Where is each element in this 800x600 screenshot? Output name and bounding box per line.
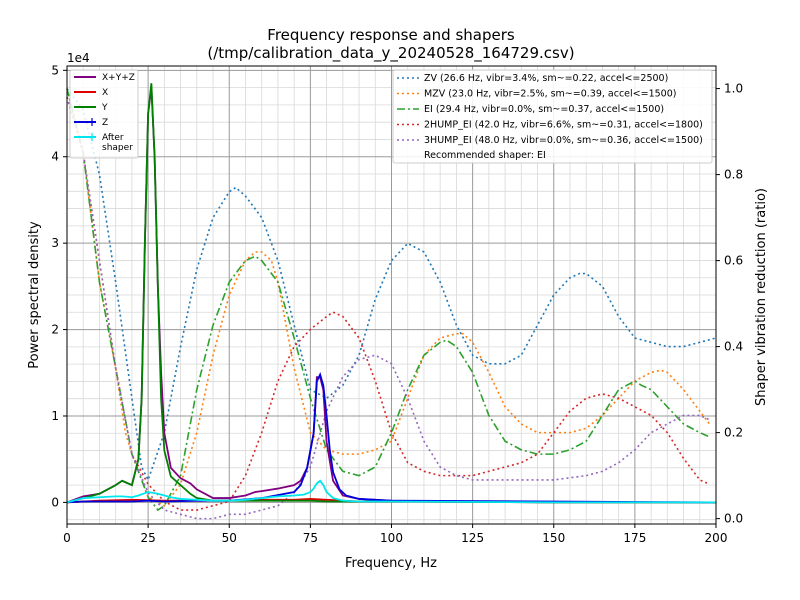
legend-label: ZV (26.6 Hz, vibr=3.4%, sm~=0.22, accel<…: [424, 73, 668, 84]
y-tick-label: 1: [51, 409, 59, 423]
shaper-line-3hump-ei: [66, 96, 710, 520]
chart-subtitle: (/tmp/calibration_data_y_20240528_164729…: [207, 44, 574, 63]
y2-tick-label: 0.4: [724, 340, 743, 354]
x-tick-label: 100: [380, 531, 403, 545]
psd-line-z: [66, 371, 717, 504]
chart-title: Frequency response and shapers: [267, 26, 515, 44]
legend-label: X+Y+Z: [102, 73, 135, 83]
y-tick-label: 3: [51, 236, 59, 250]
psd-line-y: [66, 83, 716, 504]
y2-tick-label: 0.2: [724, 426, 743, 440]
x-tick-label: 25: [140, 531, 155, 545]
y2-tick-label: 0.6: [724, 254, 743, 268]
shaper-line-ei: [66, 88, 710, 512]
y-tick-label: 2: [51, 323, 59, 337]
x-tick-label: 0: [63, 531, 71, 545]
legend-label: After: [102, 133, 124, 143]
legend-label: Z: [102, 118, 108, 128]
y-exponent-label: 1e4: [67, 51, 90, 65]
legend-label: 2HUMP_EI (42.0 Hz, vibr=6.6%, sm~=0.31, …: [424, 120, 703, 131]
x-tick-label: 175: [623, 531, 646, 545]
legend-label: Y: [101, 103, 108, 113]
x-axis-label: Frequency, Hz: [345, 556, 437, 571]
y-axis-label: Power spectral density: [27, 221, 42, 369]
y2-tick-label: 0.8: [724, 168, 743, 182]
x-tick-label: 125: [461, 531, 484, 545]
x-tick-label: 50: [222, 531, 237, 545]
legend-label: MZV (23.0 Hz, vibr=2.5%, sm~=0.39, accel…: [424, 89, 676, 100]
y-tick-label: 4: [51, 150, 59, 164]
legend-label: shaper: [102, 143, 133, 153]
shaper-line-zv: [66, 88, 717, 482]
y2-tick-label: 1.0: [724, 82, 743, 96]
y-tick-label: 0: [51, 495, 59, 509]
shaper-line-mzv: [66, 88, 711, 507]
shaper-line-2hump-ei: [66, 96, 710, 511]
x-tick-label: 75: [303, 531, 318, 545]
legend-label: 3HUMP_EI (48.0 Hz, vibr=0.0%, sm~=0.36, …: [424, 135, 703, 146]
x-tick-label: 200: [705, 531, 728, 545]
shaper-legend: ZV (26.6 Hz, vibr=3.4%, sm~=0.22, accel<…: [392, 69, 713, 164]
legend-label: X: [102, 88, 108, 98]
legend-label: EI (29.4 Hz, vibr=0.0%, sm~=0.37, accel<…: [424, 104, 664, 115]
recommended-shaper-text: Recommended shaper: EI: [424, 150, 546, 161]
y2-tick-label: 0.0: [724, 512, 743, 526]
y2-axis-label: Shaper vibration reduction (ratio): [754, 188, 769, 406]
y-tick-label: 5: [51, 63, 59, 77]
x-tick-label: 150: [542, 531, 565, 545]
psd-line-after-shaper: [66, 479, 716, 504]
